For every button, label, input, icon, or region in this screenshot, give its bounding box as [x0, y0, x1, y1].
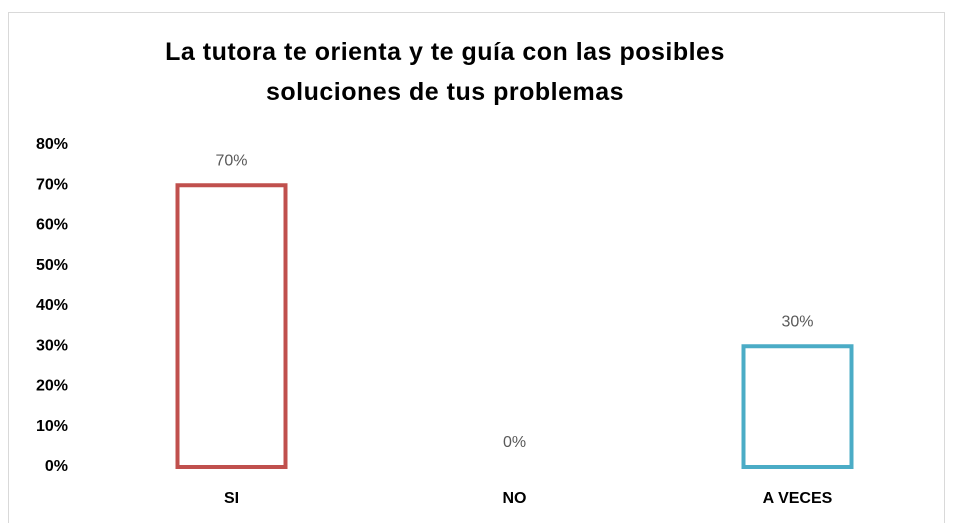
bar — [741, 344, 854, 469]
chart-frame — [8, 12, 945, 523]
y-tick-label: 80% — [36, 136, 68, 153]
chart-title: La tutora te orienta y te guía con las p… — [165, 38, 725, 106]
y-tick-label: 0% — [45, 458, 68, 475]
y-tick-label: 30% — [36, 337, 68, 354]
y-tick-label: 60% — [36, 217, 68, 234]
value-label: 30% — [781, 313, 813, 330]
x-tick-label: A VECES — [763, 490, 833, 507]
value-label: 0% — [503, 434, 526, 451]
value-label: 70% — [215, 152, 247, 169]
y-tick-label: 70% — [36, 176, 68, 193]
x-tick-label: NO — [503, 490, 527, 507]
y-tick-label: 50% — [36, 257, 68, 274]
x-tick-label: SI — [224, 490, 239, 507]
y-tick-label: 40% — [36, 297, 68, 314]
y-tick-label: 10% — [36, 418, 68, 435]
bar — [175, 183, 288, 469]
y-tick-label: 20% — [36, 378, 68, 395]
